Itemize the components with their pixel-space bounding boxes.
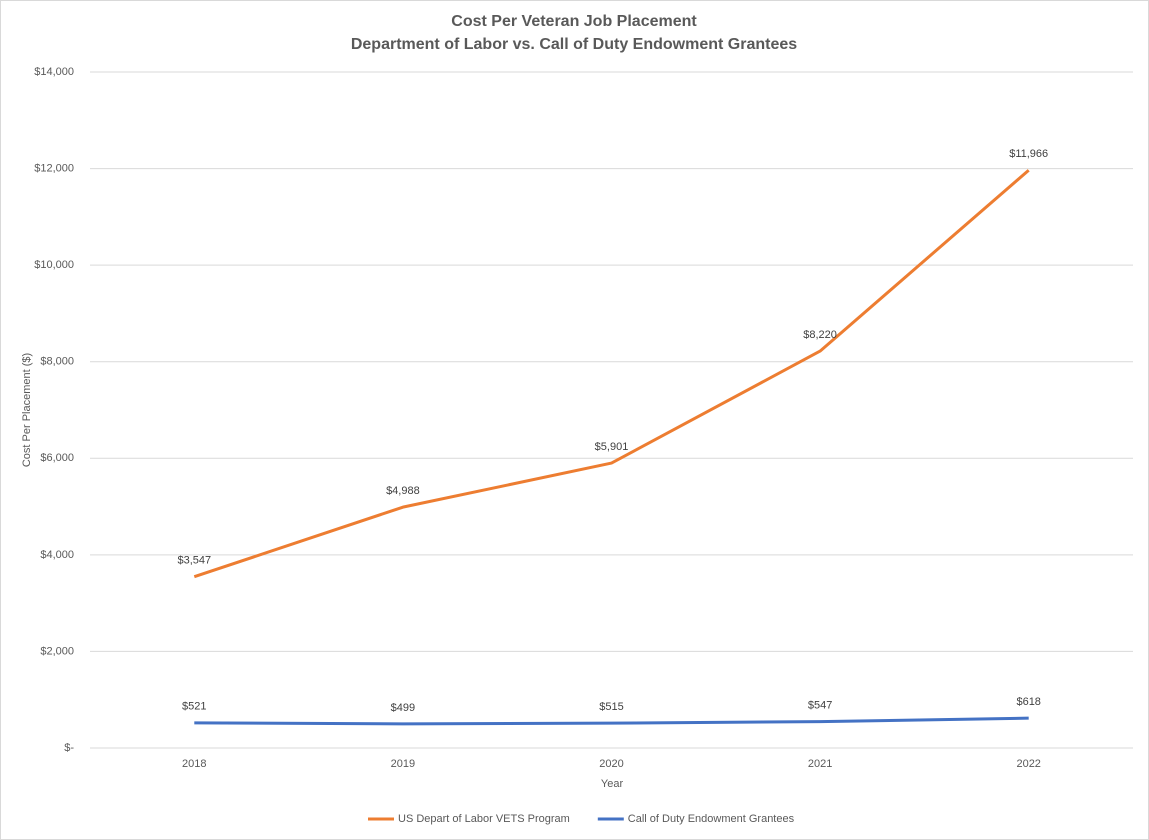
- data-label: $5,901: [595, 441, 629, 453]
- line-series: [193, 169, 1030, 579]
- x-tick-label: 2021: [808, 758, 832, 770]
- x-tick-label: 2018: [182, 758, 206, 770]
- y-tick-label: $10,000: [34, 259, 74, 271]
- x-axis-label: Year: [601, 778, 624, 790]
- x-tick-label: 2022: [1016, 758, 1040, 770]
- y-tick-label: $12,000: [34, 162, 74, 174]
- data-label: $3,547: [177, 555, 211, 567]
- y-axis-label: Cost Per Placement ($): [21, 353, 33, 467]
- y-tick-label: $-: [64, 742, 74, 754]
- y-tick-label: $14,000: [34, 66, 74, 78]
- legend-label: Call of Duty Endowment Grantees: [628, 813, 795, 825]
- data-label: $8,220: [803, 329, 837, 341]
- y-tick-label: $8,000: [40, 356, 74, 368]
- chart-title: Cost Per Veteran Job Placement: [451, 13, 697, 30]
- data-label: $4,988: [386, 485, 420, 497]
- chart-subtitle: Department of Labor vs. Call of Duty End…: [351, 36, 797, 53]
- data-label: $521: [182, 701, 206, 713]
- x-tick-label: 2020: [599, 758, 623, 770]
- data-label: $547: [808, 699, 832, 711]
- y-tick-label: $2,000: [40, 645, 74, 657]
- data-label: $618: [1016, 696, 1040, 708]
- data-label: $499: [391, 702, 415, 714]
- data-label: $11,966: [1009, 148, 1048, 160]
- data-label: $515: [599, 701, 623, 713]
- x-tick-label: 2019: [391, 758, 415, 770]
- y-tick-label: $6,000: [40, 452, 74, 464]
- line-series: [194, 716, 1029, 726]
- y-tick-label: $4,000: [40, 549, 74, 561]
- legend-label: US Depart of Labor VETS Program: [398, 813, 570, 825]
